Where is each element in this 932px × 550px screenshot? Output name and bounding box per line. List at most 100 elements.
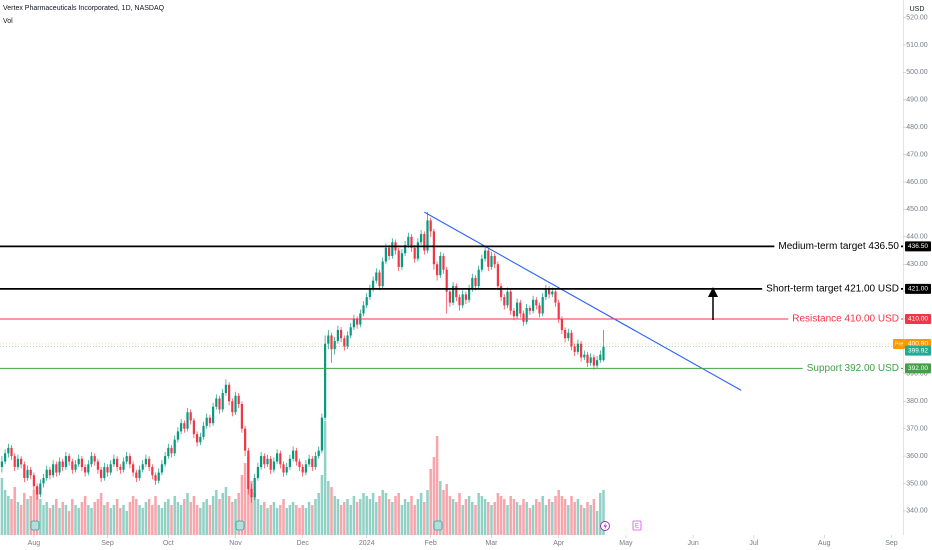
candle-body bbox=[336, 329, 340, 341]
candle-body bbox=[525, 308, 528, 322]
volume-bar bbox=[515, 502, 519, 535]
volume-bar bbox=[42, 505, 45, 535]
candle-body bbox=[138, 469, 141, 478]
volume-bar bbox=[458, 493, 461, 535]
candle-body bbox=[52, 464, 55, 476]
x-tick-label: Dec bbox=[296, 540, 309, 547]
volume-bar bbox=[375, 502, 378, 535]
volume-bar bbox=[384, 493, 388, 535]
volume-bar bbox=[195, 505, 199, 535]
candle-body bbox=[4, 453, 7, 462]
candle-body bbox=[432, 231, 436, 265]
volume-bar bbox=[547, 499, 551, 535]
x-tick-label: Apr bbox=[553, 540, 565, 547]
volume-bar bbox=[589, 505, 592, 535]
level-tag-label: 410.00 bbox=[908, 316, 928, 323]
volume-bar bbox=[13, 487, 16, 535]
y-tick-label: 460.00 bbox=[906, 179, 928, 186]
candle-body bbox=[397, 250, 400, 267]
candle-body bbox=[279, 453, 282, 465]
level-tag bbox=[905, 363, 931, 374]
volume-bar bbox=[103, 505, 106, 535]
volume-bar bbox=[343, 502, 346, 535]
candle-body bbox=[135, 472, 138, 478]
earnings-icon[interactable] bbox=[632, 520, 642, 531]
volume-bar bbox=[10, 499, 13, 535]
candle-body bbox=[36, 486, 39, 495]
candle-body bbox=[407, 236, 410, 246]
level-tag bbox=[905, 314, 931, 325]
candle-body bbox=[324, 343, 327, 418]
candle-body bbox=[180, 423, 183, 432]
level-label-bg bbox=[802, 362, 901, 375]
candle-body bbox=[531, 299, 535, 311]
candle-body bbox=[16, 458, 20, 468]
volume-bar bbox=[83, 496, 87, 535]
volume-bar bbox=[567, 505, 570, 535]
candle-body bbox=[176, 431, 180, 440]
candle-body bbox=[269, 458, 272, 470]
y-tick-label: 470.00 bbox=[906, 151, 928, 158]
candle-body bbox=[61, 461, 64, 468]
candle-body bbox=[496, 264, 499, 287]
candle-body bbox=[212, 406, 215, 424]
candle-body bbox=[186, 412, 189, 429]
volume-bar bbox=[160, 508, 164, 535]
volume-bar bbox=[378, 496, 381, 535]
candle-body bbox=[32, 475, 36, 487]
y-tick-label: 480.00 bbox=[906, 124, 928, 131]
volume-bar bbox=[554, 496, 557, 535]
candle-body bbox=[544, 288, 547, 298]
volume-bar bbox=[138, 505, 141, 535]
volume-bar bbox=[365, 496, 368, 535]
volume-bar bbox=[90, 508, 93, 535]
volume-bar bbox=[19, 505, 23, 535]
volume-bar bbox=[583, 508, 586, 535]
x-tick-label: Aug bbox=[28, 540, 41, 547]
volume-bar bbox=[67, 511, 71, 535]
candle-body bbox=[554, 291, 557, 303]
candle-body bbox=[132, 464, 135, 473]
volume-bar bbox=[483, 499, 487, 535]
volume-bar bbox=[256, 499, 260, 535]
x-tick-label: Nov bbox=[229, 540, 242, 547]
candle-body bbox=[538, 305, 541, 314]
candle-body bbox=[64, 456, 68, 468]
volume-bar bbox=[250, 481, 253, 535]
volume-bar bbox=[311, 505, 314, 535]
candle-body bbox=[560, 319, 563, 330]
volume-bar bbox=[247, 457, 250, 535]
candle-body bbox=[378, 272, 381, 287]
volume-bar bbox=[394, 496, 397, 535]
volume-bar bbox=[503, 499, 506, 535]
volume-bar bbox=[509, 496, 512, 535]
candle-body bbox=[295, 450, 298, 462]
earnings-icon-label: E bbox=[635, 524, 639, 530]
candle-body bbox=[420, 234, 423, 243]
volume-bar bbox=[419, 493, 423, 535]
candle-body bbox=[253, 477, 256, 498]
volume-bar bbox=[240, 475, 244, 535]
y-tick-label: 440.00 bbox=[906, 234, 928, 241]
volume-bar bbox=[576, 499, 580, 535]
candle-body bbox=[426, 220, 429, 251]
candle-body bbox=[205, 417, 208, 426]
volume-bar bbox=[192, 496, 196, 535]
volume-bar bbox=[263, 502, 266, 535]
candle-body bbox=[314, 456, 317, 468]
x-tick-label: Sep bbox=[885, 540, 898, 547]
volume-bar bbox=[426, 490, 429, 535]
candle-body bbox=[68, 456, 71, 462]
candle-body bbox=[199, 436, 202, 443]
volume-bar bbox=[445, 484, 448, 535]
candle-body bbox=[285, 467, 288, 473]
level-label: Support 392.00 USD bbox=[807, 363, 899, 374]
candle-body bbox=[487, 250, 490, 267]
candle-body bbox=[477, 269, 480, 287]
candle-body bbox=[84, 467, 87, 473]
candle-body bbox=[388, 247, 391, 256]
candle-body bbox=[381, 261, 384, 287]
candle-body bbox=[103, 467, 106, 478]
candle-body bbox=[298, 461, 301, 468]
